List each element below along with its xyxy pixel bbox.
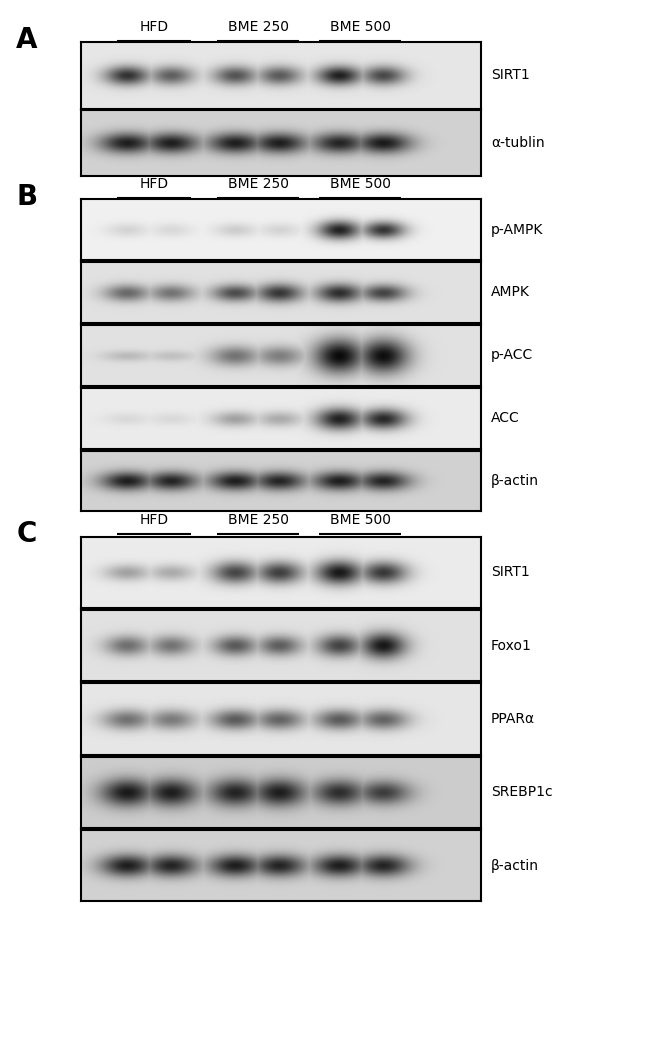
Text: HFD: HFD (140, 514, 169, 527)
Text: SIRT1: SIRT1 (491, 565, 530, 580)
Text: A: A (16, 26, 38, 54)
Text: HFD: HFD (140, 177, 169, 191)
Text: BME 250: BME 250 (227, 20, 289, 34)
Text: p-ACC: p-ACC (491, 348, 533, 363)
Text: ACC: ACC (491, 411, 519, 425)
Text: Foxo1: Foxo1 (491, 638, 532, 653)
Text: PPARα: PPARα (491, 712, 535, 726)
Text: β-actin: β-actin (491, 858, 539, 873)
Text: β-actin: β-actin (491, 474, 539, 488)
Text: BME 500: BME 500 (330, 177, 391, 191)
Text: BME 250: BME 250 (227, 514, 289, 527)
Text: HFD: HFD (140, 20, 169, 34)
Text: BME 500: BME 500 (330, 514, 391, 527)
Text: p-AMPK: p-AMPK (491, 222, 543, 237)
Text: C: C (16, 520, 36, 548)
Text: B: B (16, 183, 38, 212)
Text: BME 500: BME 500 (330, 20, 391, 34)
Text: AMPK: AMPK (491, 285, 530, 300)
Text: BME 250: BME 250 (227, 177, 289, 191)
Text: SREBP1c: SREBP1c (491, 785, 552, 800)
Text: α-tublin: α-tublin (491, 136, 545, 150)
Text: SIRT1: SIRT1 (491, 68, 530, 83)
